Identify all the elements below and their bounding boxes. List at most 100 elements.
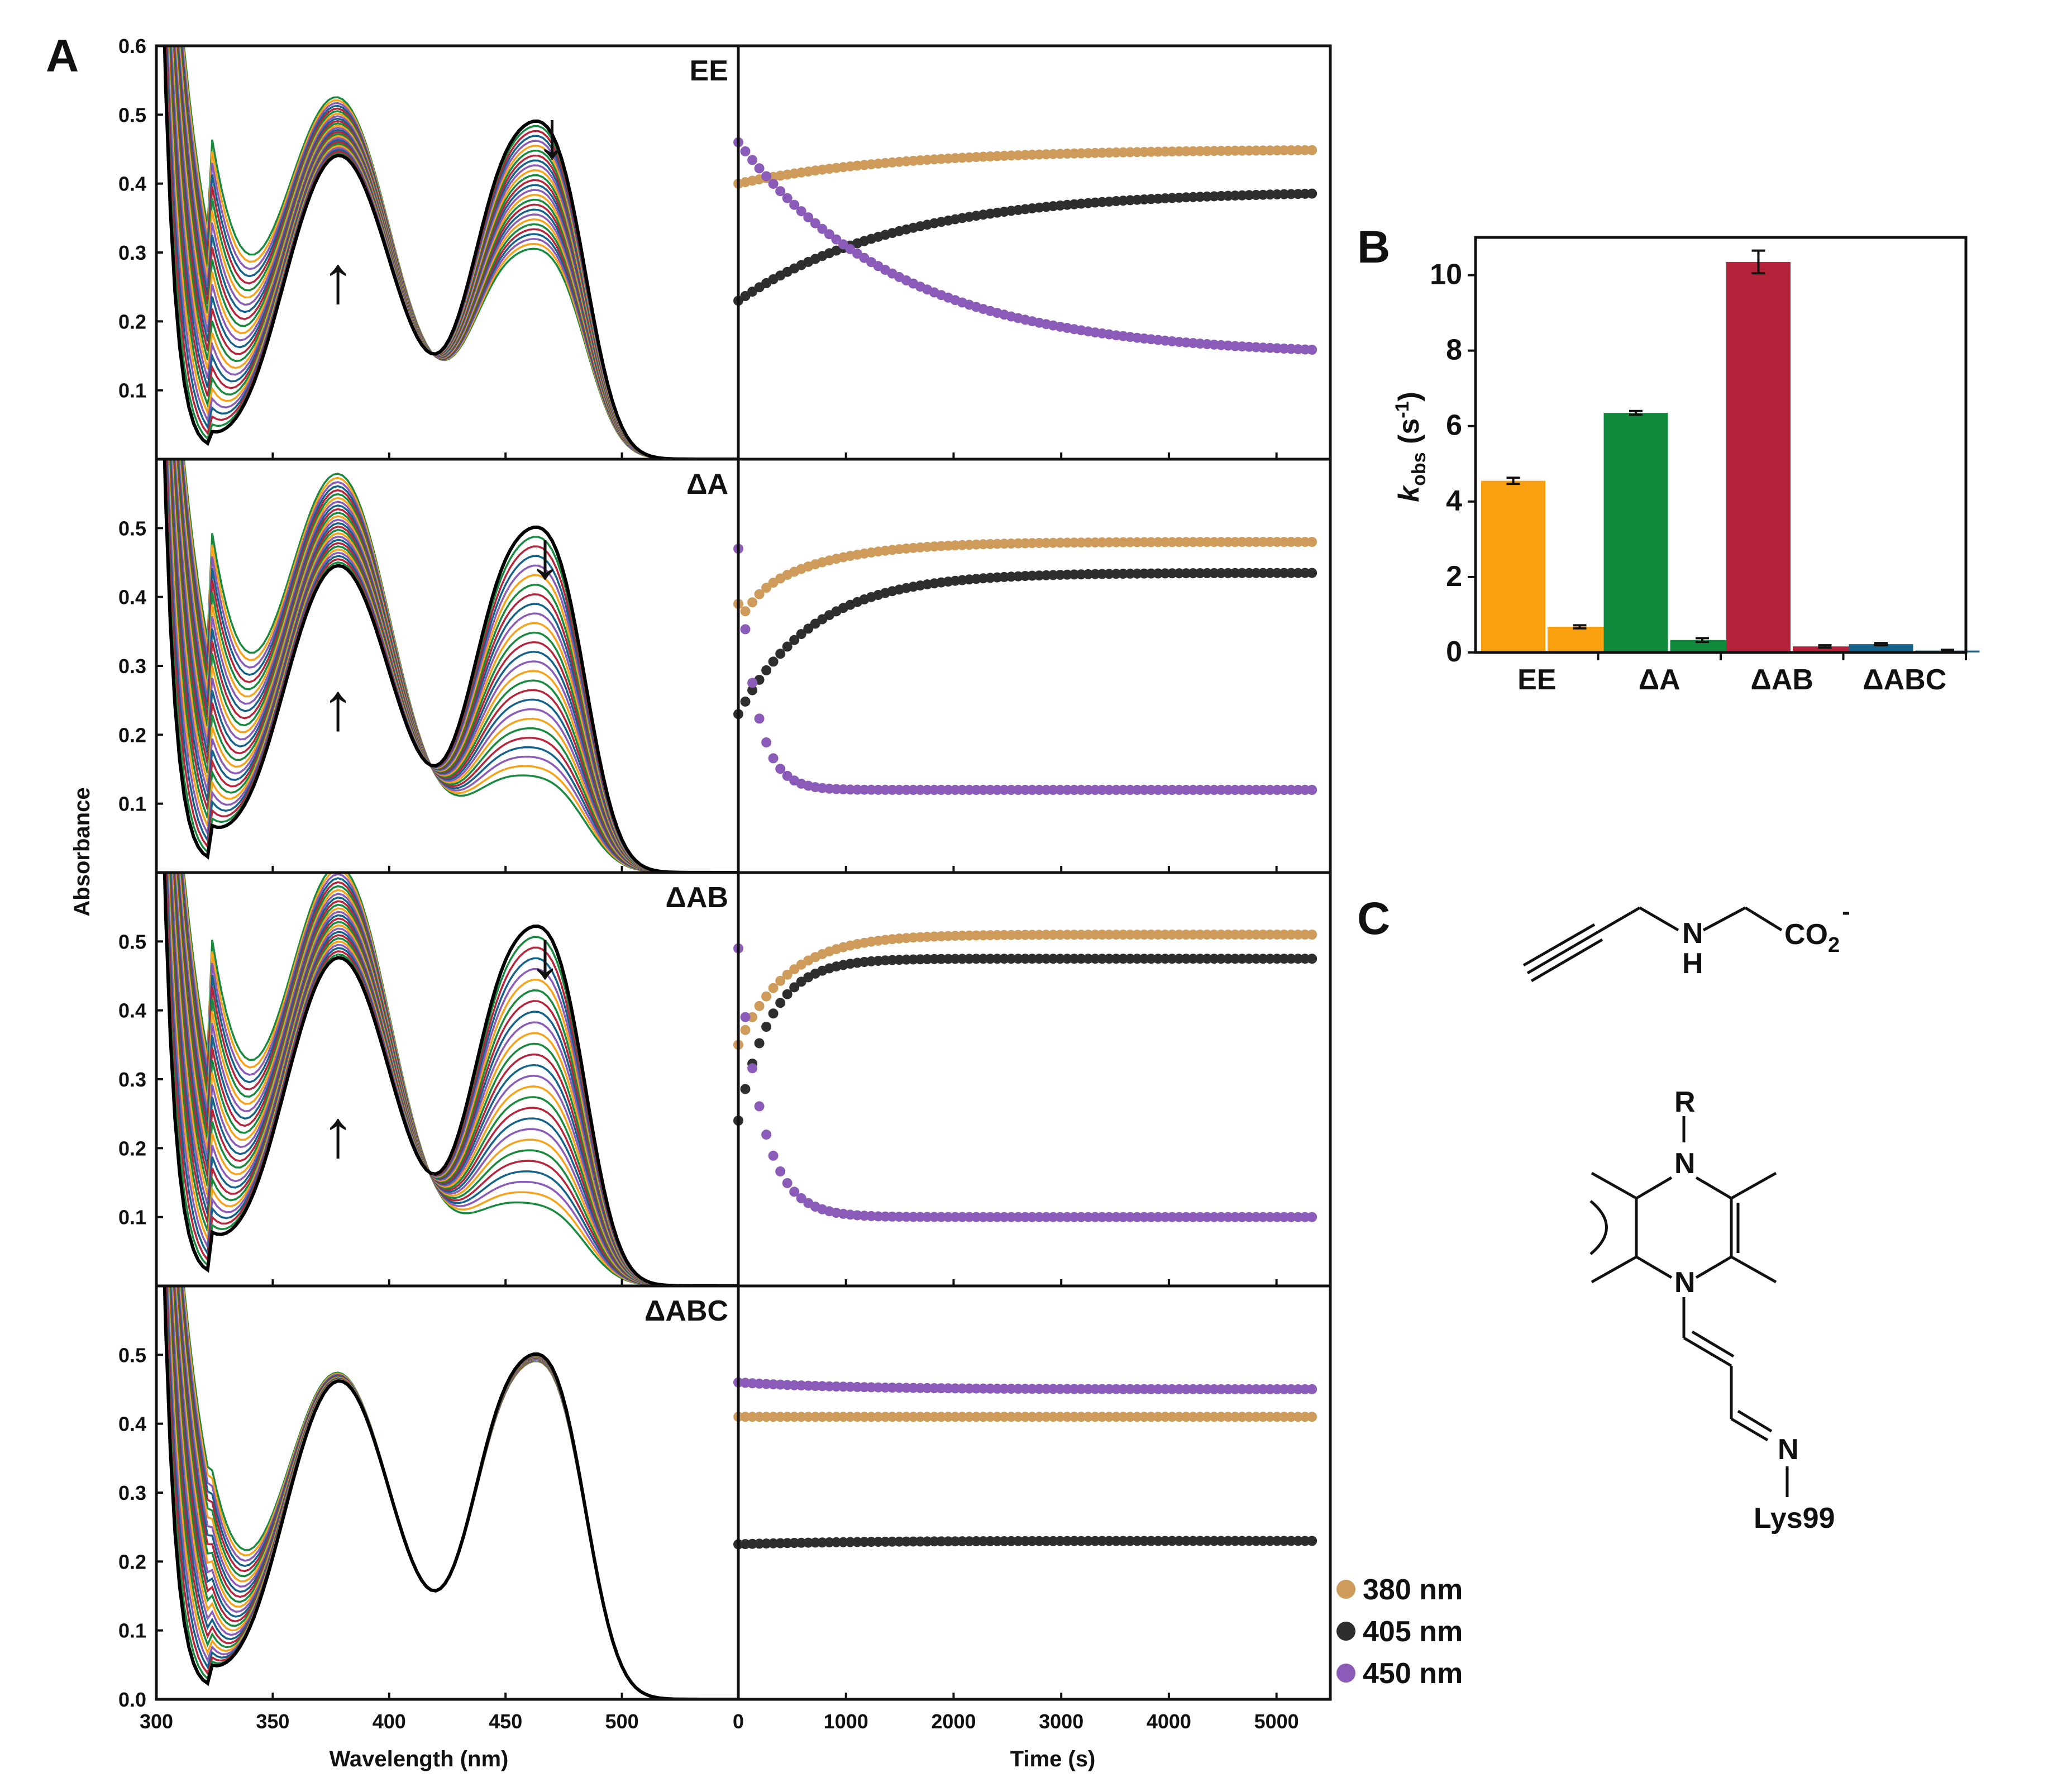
kinetic-point-0-0 [1195,146,1205,156]
kinetic-point-2-2 [1139,1212,1149,1222]
kinetic-point-3-1 [971,1536,981,1546]
imine-bond [1730,1417,1769,1442]
kinetic-point-3-1 [950,1536,961,1547]
alkyne-bond-2 [1522,923,1596,967]
kinetic-point-2-2 [1258,1212,1268,1222]
bar-category-label-0: EE [1517,664,1556,696]
kinetic-point-3-0 [754,1412,765,1422]
kinetic-point-2-2 [1244,1212,1254,1222]
kinetic-point-3-1 [852,1537,862,1547]
bar-ytick-label-2: 4 [1446,485,1462,517]
kinetic-point-1-2 [1020,785,1030,795]
kinetic-point-0-1 [1202,191,1212,202]
kinetic-point-3-2 [915,1383,925,1393]
kinetic-point-3-2 [866,1382,876,1393]
kinetic-point-1-0 [1265,537,1276,547]
kinetic-point-2-1 [1048,954,1058,964]
kinetic-point-0-1 [1230,190,1240,201]
kinetic-point-3-2 [1209,1384,1219,1394]
kinetic-point-3-1 [1062,1536,1072,1546]
kinetic-point-0-0 [1174,146,1185,156]
spectra-frame-1 [155,458,740,874]
kinetic-point-1-0 [740,606,751,617]
kinetic-point-0-0 [1188,146,1199,156]
kinetic-point-2-2 [1041,1212,1052,1222]
kinetic-point-3-1 [1209,1536,1219,1546]
kinetic-point-1-0 [1062,537,1072,548]
kinetic-point-3-1 [1027,1536,1038,1546]
kinetic-point-0-2 [775,186,786,197]
kinetic-point-0-2 [768,179,779,189]
kinetic-point-2-0 [761,991,772,1002]
kinetic-point-2-1 [1195,954,1205,964]
kinetic-point-1-2 [1307,785,1317,795]
kinetic-point-2-1 [1230,954,1240,964]
kinetic-point-1-0 [1181,537,1191,547]
kinetic-point-3-0 [1090,1412,1100,1422]
kinetic-point-3-1 [1069,1536,1080,1546]
spectrum-trace-0-9 [170,46,738,459]
kinetic-point-3-2 [1118,1384,1128,1394]
kinetic-point-1-1 [1139,568,1149,579]
kinetic-point-2-2 [1055,1212,1066,1222]
kinetic-point-3-2 [1188,1384,1199,1394]
legend-label-405: 405 nm [1363,1616,1463,1648]
kinetic-point-1-0 [1013,538,1024,549]
kinetic-point-0-0 [1300,145,1310,155]
kinetic-point-1-0 [992,539,1002,549]
kinetic-point-1-2 [1167,785,1177,795]
kinetic-point-3-2 [929,1383,939,1393]
lys99-label: Lys99 [1754,1502,1835,1535]
kinetic-point-3-2 [978,1383,989,1394]
kinetic-point-0-0 [1209,146,1219,156]
kinetic-point-0-0 [1244,145,1254,156]
kinetic-point-1-2 [1237,785,1247,795]
kinetic-point-3-2 [873,1382,884,1393]
kinetic-point-3-0 [1160,1412,1171,1422]
kinetic-point-0-2 [782,193,792,203]
kinetic-point-2-0 [964,930,975,941]
kinetic-point-2-0 [1279,930,1290,940]
kinetic-point-3-0 [852,1412,862,1422]
kinetic-point-2-2 [915,1212,925,1222]
kinetic-point-3-0 [929,1412,939,1422]
kinetic-point-3-1 [747,1538,758,1549]
kinetic-point-2-0 [1034,930,1044,940]
kinetic-point-3-0 [1202,1412,1212,1422]
kinetic-point-1-2 [880,784,891,795]
kinetic-point-3-1 [1286,1536,1296,1546]
kinetic-point-3-0 [1251,1412,1261,1422]
kinetic-point-3-2 [1244,1384,1254,1394]
kinetic-point-1-2 [1090,785,1100,795]
kinetic-point-3-1 [866,1537,876,1547]
kinetic-point-2-1 [929,954,939,964]
kinetic-point-2-2 [1125,1212,1135,1222]
kinetic-point-2-2 [1160,1212,1171,1222]
kinetic-point-2-0 [1286,930,1296,940]
kinetic-point-3-0 [1055,1412,1066,1422]
kinetic-point-1-0 [1230,537,1240,547]
kinetic-point-1-2 [754,713,765,724]
kinetic-point-2-2 [1090,1212,1100,1222]
kinetic-point-2-2 [1083,1212,1094,1222]
kinetic-point-3-2 [859,1382,870,1393]
kinetic-point-1-1 [1125,568,1135,579]
spectra-ytick-label-2-3: 0.4 [118,999,146,1022]
kinetic-point-3-0 [1181,1412,1191,1422]
kinetic-point-2-1 [971,954,981,964]
kinetic-point-0-0 [1272,145,1282,156]
kinetic-point-2-2 [1006,1212,1016,1222]
kinetic-point-3-0 [1069,1412,1080,1422]
kinetic-point-2-1 [1139,954,1149,964]
kinetic-point-2-0 [1265,930,1276,940]
kinetic-point-1-1 [1216,568,1226,578]
kinetic-point-3-0 [978,1412,989,1422]
kinetic-point-2-0 [1174,930,1185,940]
kinetic-point-2-1 [1083,954,1094,964]
kinetic-point-2-0 [1195,930,1205,940]
kinetic-point-3-1 [838,1537,848,1547]
kinetic-point-2-0 [1244,930,1254,940]
kinetic-point-1-1 [1104,569,1114,579]
kinetic-point-2-0 [775,975,786,986]
kinetic-point-2-2 [957,1212,967,1222]
